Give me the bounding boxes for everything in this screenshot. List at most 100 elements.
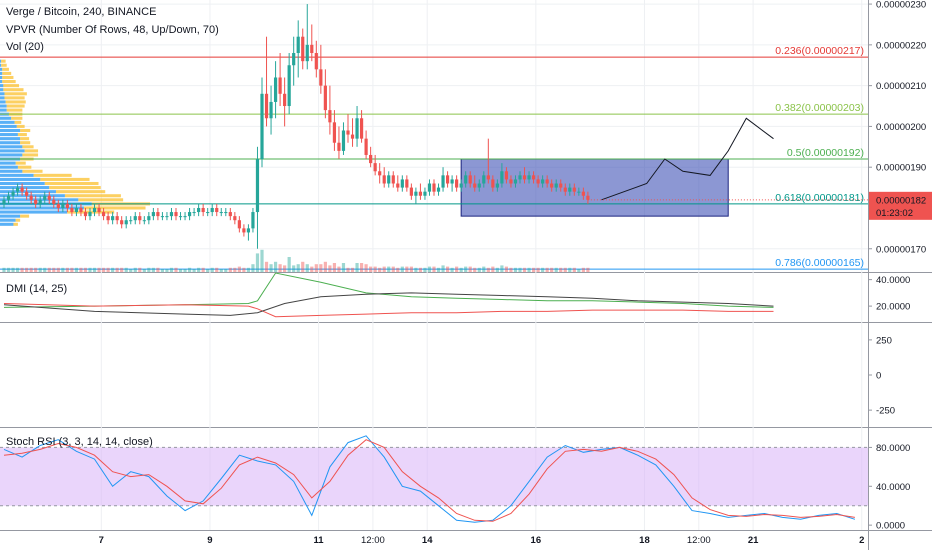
- volume-bar: [473, 267, 477, 272]
- vpvr-down-bar: [4, 96, 25, 100]
- vpvr-up-bar: [0, 59, 2, 63]
- volume-bar: [550, 267, 554, 272]
- volume-bar: [559, 267, 563, 272]
- volume-bar: [432, 266, 436, 272]
- candle-body: [314, 53, 318, 70]
- vpvr-up-bar: [0, 128, 21, 133]
- candle-body: [278, 77, 282, 94]
- candle-body: [464, 175, 468, 184]
- candle-body: [178, 216, 183, 218]
- vpvr-down-bar: [3, 88, 24, 92]
- candle-body: [450, 179, 454, 184]
- candle-body: [323, 85, 327, 111]
- vpvr-up-bar: [0, 92, 5, 96]
- volume-bar: [156, 267, 160, 272]
- volume-bar: [364, 264, 368, 272]
- vpvr-down-bar: [6, 104, 25, 108]
- candle-body: [56, 203, 60, 208]
- dmi-legend[interactable]: DMI (14, 25): [6, 283, 68, 295]
- volume-bar: [52, 267, 56, 272]
- candle-body: [545, 179, 549, 184]
- volume-bar: [138, 267, 142, 272]
- candle-body: [319, 69, 323, 86]
- volume-bar: [436, 267, 441, 272]
- candle-body: [70, 207, 74, 213]
- volume-bar: [414, 267, 418, 272]
- candle-body: [310, 44, 314, 54]
- volume-legend[interactable]: Vol (20): [6, 41, 44, 53]
- volume-bar: [165, 269, 169, 272]
- volume-bar: [513, 267, 518, 272]
- candle-body: [65, 203, 69, 208]
- volume-bar: [459, 267, 463, 272]
- vpvr-legend[interactable]: VPVR (Number Of Rows, 48, Up/Down, 70): [6, 24, 219, 36]
- volume-bar: [183, 269, 187, 272]
- candle-body: [138, 216, 142, 221]
- vpvr-down-bar: [2, 80, 16, 84]
- fib-level-label: 0.5(0.00000192): [787, 147, 864, 159]
- vpvr-up-bar: [0, 116, 12, 120]
- candle-body: [52, 199, 56, 204]
- candle-body: [292, 53, 296, 66]
- volume-bar: [296, 264, 300, 272]
- candle-body: [183, 216, 187, 218]
- volume-bar: [400, 266, 404, 272]
- volume-bar: [369, 266, 373, 272]
- volume-bar: [509, 267, 513, 272]
- volume-bar: [6, 267, 11, 272]
- vpvr-down-bar: [49, 186, 101, 190]
- candle-body: [586, 195, 590, 200]
- stoch-rsi-legend[interactable]: Stoch RSI (3, 3, 14, 14, close): [6, 436, 153, 448]
- candle-body: [92, 207, 97, 213]
- volume-bar: [20, 267, 24, 272]
- candle-body: [581, 191, 585, 196]
- vpvr-up-bar: [0, 124, 17, 128]
- candle-body: [432, 183, 436, 192]
- volume-bar: [283, 265, 287, 272]
- candle-body: [554, 183, 558, 188]
- volume-bar: [38, 267, 42, 272]
- volume-bar: [65, 267, 69, 272]
- vpvr-up-bar: [0, 173, 34, 177]
- chart-title-legend[interactable]: Verge / Bitcoin, 240, BINANCE: [6, 6, 157, 18]
- candle-body: [332, 122, 337, 143]
- vpvr-down-bar: [2, 67, 9, 71]
- candle-body: [482, 175, 486, 184]
- candle-body: [269, 101, 273, 119]
- volume-bar: [201, 267, 205, 272]
- vpvr-up-bar: [0, 104, 7, 108]
- volume-bar: [323, 261, 327, 272]
- candle-body: [206, 212, 210, 214]
- vpvr-down-bar: [3, 84, 20, 88]
- candle-body: [541, 179, 545, 184]
- candle-body: [504, 171, 509, 180]
- volume-bar: [61, 267, 65, 272]
- candle-body: [418, 191, 423, 196]
- volume-bar: [228, 267, 232, 272]
- volume-bar: [531, 267, 536, 272]
- vpvr-up-bar: [0, 149, 25, 153]
- candle-body: [74, 207, 79, 213]
- candle-body: [219, 212, 223, 214]
- volume-bar: [111, 267, 115, 272]
- fib-level-label: 0.236(0.00000217): [775, 45, 864, 57]
- candle-body: [568, 187, 572, 192]
- volume-bar: [495, 267, 499, 272]
- volume-bar: [423, 267, 427, 272]
- volume-bar: [224, 269, 228, 272]
- x-tick-label: 14: [422, 535, 433, 546]
- vpvr-up-bar: [0, 108, 7, 112]
- candle-body: [20, 187, 24, 192]
- volume-bar: [518, 267, 522, 272]
- candle-body: [301, 36, 305, 62]
- volume-bar: [445, 266, 450, 272]
- candle-body: [441, 175, 445, 188]
- vpvr-up-bar: [0, 96, 5, 100]
- vpvr-down-bar: [20, 141, 31, 145]
- candle-body: [260, 93, 264, 160]
- volume-bar: [115, 267, 119, 272]
- volume-bar: [541, 267, 545, 272]
- candle-body: [473, 183, 477, 188]
- volume-bar: [160, 269, 165, 272]
